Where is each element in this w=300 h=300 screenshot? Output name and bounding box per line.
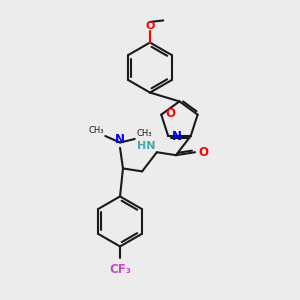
Text: O: O xyxy=(165,107,175,120)
Text: N: N xyxy=(114,133,124,146)
Text: O: O xyxy=(198,146,208,159)
Text: HN: HN xyxy=(137,141,155,151)
Text: N: N xyxy=(172,130,182,143)
Text: CH₃: CH₃ xyxy=(88,126,104,135)
Text: O: O xyxy=(145,21,155,31)
Text: CF₃: CF₃ xyxy=(109,263,131,276)
Text: CH₃: CH₃ xyxy=(136,128,152,137)
